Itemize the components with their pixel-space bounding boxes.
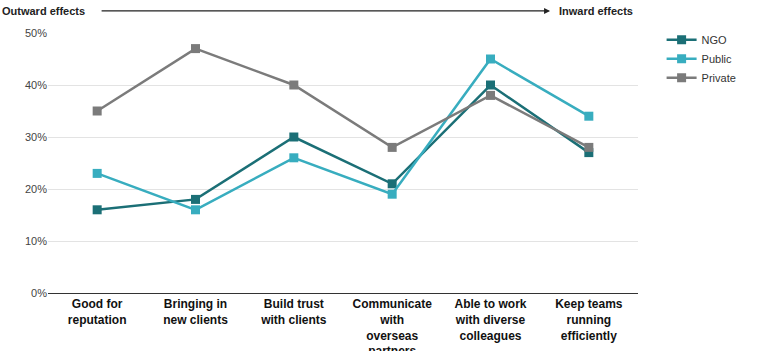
svg-text:Outward effects: Outward effects <box>2 5 85 17</box>
svg-text:Inward effects: Inward effects <box>559 5 633 17</box>
svg-text:20%: 20% <box>25 183 47 195</box>
svg-text:Private: Private <box>702 72 736 84</box>
svg-text:Keep teamsrunningefficiently: Keep teamsrunningefficiently <box>555 297 623 342</box>
svg-text:NGO: NGO <box>702 34 728 46</box>
svg-text:30%: 30% <box>25 131 47 143</box>
svg-text:10%: 10% <box>25 235 47 247</box>
svg-text:0%: 0% <box>31 287 47 299</box>
svg-text:Public: Public <box>702 53 732 65</box>
svg-text:Able to workwith diversecollea: Able to workwith diversecolleagues <box>454 297 526 342</box>
svg-text:40%: 40% <box>25 79 47 91</box>
svg-text:Communicatewithoverseaspartner: Communicatewithoverseaspartners <box>352 297 432 351</box>
svg-text:Good forreputation: Good forreputation <box>68 297 127 327</box>
svg-text:50%: 50% <box>25 27 47 39</box>
svg-text:Build trustwith clients: Build trustwith clients <box>260 297 327 327</box>
svg-text:Bringing innew clients: Bringing innew clients <box>163 297 228 327</box>
